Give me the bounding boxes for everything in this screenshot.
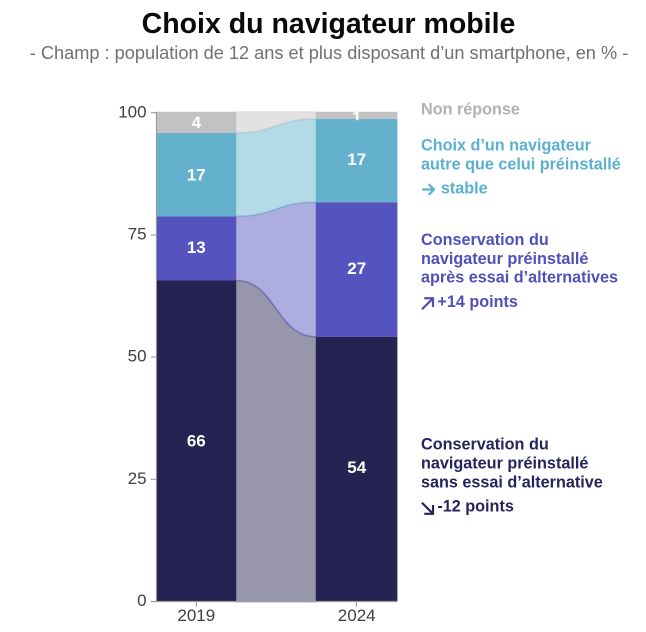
svg-text:100: 100	[118, 102, 146, 121]
svg-text:Conservation du: Conservation du	[421, 436, 549, 454]
svg-text:- Champ : population de 12 ans: - Champ : population de 12 ans et plus d…	[30, 43, 629, 63]
svg-text:0: 0	[137, 591, 146, 610]
svg-text:4: 4	[192, 113, 202, 132]
svg-text:après essai d’alternatives: après essai d’alternatives	[421, 269, 618, 287]
svg-text:17: 17	[347, 150, 366, 169]
svg-text:Conservation du: Conservation du	[421, 231, 549, 249]
svg-text:Choix d’un navigateur: Choix d’un navigateur	[421, 137, 592, 155]
svg-text:54: 54	[347, 458, 366, 477]
svg-text:27: 27	[347, 259, 366, 278]
svg-text:50: 50	[128, 347, 147, 366]
svg-text:+14 points: +14 points	[437, 293, 518, 311]
svg-text:sans essai d’alternative: sans essai d’alternative	[421, 473, 603, 491]
svg-text:Non réponse: Non réponse	[421, 101, 520, 119]
svg-text:Choix du navigateur mobile: Choix du navigateur mobile	[142, 8, 516, 40]
svg-text:1: 1	[352, 108, 361, 127]
svg-text:66: 66	[187, 432, 206, 451]
svg-text:2024: 2024	[338, 606, 376, 625]
svg-text:navigateur préinstallé: navigateur préinstallé	[421, 250, 588, 268]
svg-text:stable: stable	[441, 180, 488, 198]
svg-text:2019: 2019	[177, 606, 215, 625]
svg-text:75: 75	[128, 225, 147, 244]
svg-text:25: 25	[128, 469, 147, 488]
svg-text:13: 13	[187, 238, 206, 257]
svg-text:17: 17	[187, 165, 206, 184]
svg-text:navigateur préinstallé: navigateur préinstallé	[421, 455, 588, 473]
svg-text:autre que celui préinstallé: autre que celui préinstallé	[421, 156, 621, 174]
svg-text:-12 points: -12 points	[437, 497, 513, 515]
